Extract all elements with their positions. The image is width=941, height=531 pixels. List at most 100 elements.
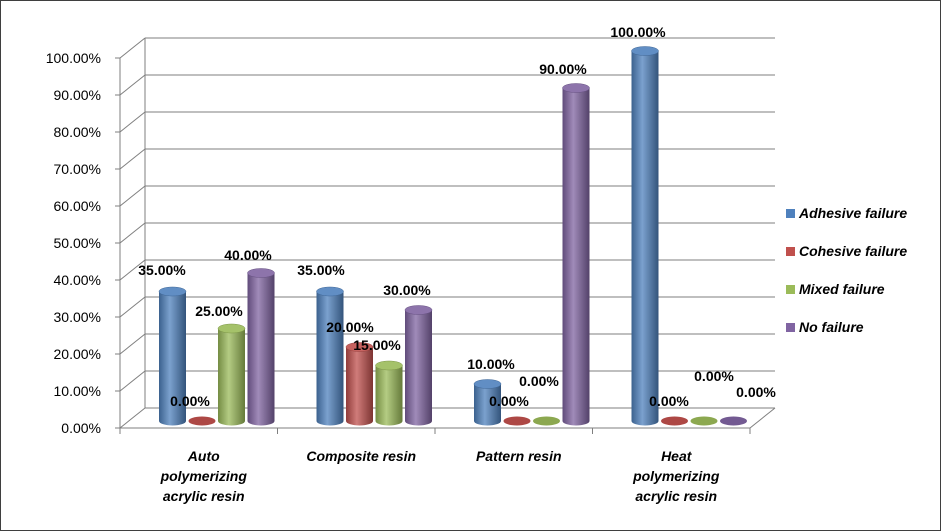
y-tick-label: 20.00% [54, 346, 101, 362]
floor-side-edge [749, 407, 776, 429]
bar-body [562, 88, 590, 426]
y-tick-label: 100.00% [46, 50, 101, 66]
bar-top [345, 342, 374, 352]
gridline-depth [119, 259, 146, 281]
y-tick-label: 10.00% [54, 383, 101, 399]
legend-swatch [786, 285, 795, 294]
bar-body [218, 328, 245, 426]
bar-flat [503, 416, 531, 426]
data-label: 35.00% [138, 262, 186, 278]
gridline-depth [119, 148, 146, 170]
gridline-depth [119, 222, 146, 244]
bar-top [631, 46, 659, 56]
bar-flat [720, 416, 747, 426]
data-label: 90.00% [539, 61, 587, 77]
bar-adhesive-failure [316, 286, 344, 426]
bar-top [247, 268, 275, 278]
x-category-label-line: Heat [661, 448, 693, 464]
bar-flat [690, 416, 718, 426]
y-tick-label: 40.00% [54, 272, 101, 288]
data-label: 0.00% [694, 368, 734, 384]
legend-swatch [786, 247, 795, 256]
gridline-depth [119, 333, 146, 355]
bar-body [474, 384, 501, 426]
data-label: 0.00% [519, 373, 559, 389]
y-tick-label: 70.00% [54, 161, 101, 177]
bar-body [159, 291, 186, 426]
data-label: 30.00% [383, 282, 431, 298]
bar-mixed-failure [690, 416, 718, 426]
y-tick-label: 30.00% [54, 309, 101, 325]
data-label: 15.00% [353, 337, 401, 353]
data-label: 10.00% [467, 356, 515, 372]
x-category-label-line: Composite resin [306, 448, 416, 464]
bar-body [375, 365, 403, 426]
x-category-label: Heat polymerizing acrylic resin [632, 448, 720, 504]
x-category-label-line: Pattern resin [476, 448, 562, 464]
bar-top [404, 305, 433, 315]
gridline-depth [119, 74, 146, 96]
y-tick-label: 80.00% [54, 124, 101, 140]
data-label: 25.00% [195, 303, 243, 319]
y-tick-label: 0.00% [61, 420, 101, 436]
legend-label: Mixed failure [799, 281, 885, 297]
x-category-label: Pattern resin [476, 448, 562, 464]
bar-cohesive-failure [661, 416, 688, 426]
data-label: 0.00% [489, 393, 529, 409]
legend-label: Adhesive failure [798, 205, 907, 221]
bar-top [316, 286, 344, 297]
bar-body [631, 51, 659, 426]
bar-top [473, 379, 502, 389]
bar-top [375, 360, 403, 371]
x-category-label-line: acrylic resin [635, 488, 717, 504]
bar-no-failure [247, 268, 275, 426]
bar-top [562, 83, 590, 93]
y-tick-label: 90.00% [54, 87, 101, 103]
gridline-depth [119, 111, 146, 133]
bar-cohesive-failure [188, 416, 216, 426]
data-label: 20.00% [326, 319, 374, 335]
x-category-label-line: acrylic resin [163, 488, 245, 504]
data-label: 0.00% [170, 393, 210, 409]
bar-no-failure [404, 305, 433, 426]
data-label: 0.00% [649, 393, 689, 409]
bar-body [316, 291, 344, 426]
bar-body [346, 347, 373, 426]
bar-cohesive-failure [503, 416, 531, 426]
legend-label: Cohesive failure [799, 243, 907, 259]
bar-flat [188, 416, 216, 426]
bar-body [247, 273, 275, 426]
gridline-depth [119, 37, 146, 59]
gridline-depth [119, 185, 146, 207]
bar-top [217, 323, 246, 334]
bar-adhesive-failure [158, 286, 187, 426]
bar-no-failure [562, 83, 590, 426]
legend-swatch [786, 323, 795, 332]
data-label: 40.00% [224, 247, 272, 263]
x-category-label-line: polymerizing [632, 468, 720, 484]
gridline-depth [119, 296, 146, 318]
bar-adhesive-failure [631, 46, 659, 426]
gridline-depth [119, 370, 146, 392]
bar-body [405, 310, 432, 426]
x-category-label-line: Auto [187, 448, 220, 464]
bar-flat [533, 416, 560, 426]
gridline-depth [119, 407, 146, 429]
bar-mixed-failure [533, 416, 560, 426]
legend-swatch [786, 209, 795, 218]
x-category-label: Composite resin [306, 448, 416, 464]
data-label: 35.00% [297, 262, 345, 278]
legend-label: No failure [799, 319, 864, 335]
x-category-label-line: polymerizing [160, 468, 248, 484]
y-tick-label: 50.00% [54, 235, 101, 251]
bar-cohesive-failure [345, 342, 374, 426]
data-label: 0.00% [736, 384, 776, 400]
x-category-label: Auto polymerizing acrylic resin [160, 448, 248, 504]
y-tick-label: 60.00% [54, 198, 101, 214]
bar-flat [661, 416, 688, 426]
data-label: 100.00% [610, 24, 666, 40]
bar-mixed-failure [375, 360, 403, 426]
bar-top [158, 286, 187, 297]
